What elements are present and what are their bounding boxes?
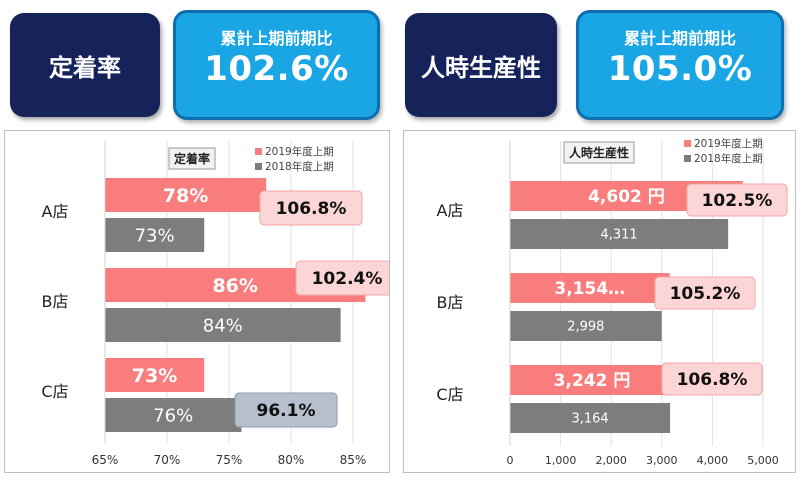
category-label: B店 [437,293,464,312]
chart-panel-productivity: 0 1,000 2,000 3,000 4,000 5,000 人時生産性 2019年度上期 2… [403,130,796,473]
kpi-value: 102.6% [204,49,349,89]
category-label: A店 [437,201,464,220]
x-tick-label: 75% [216,453,243,467]
x-tick-label: 85% [340,453,367,467]
kpi-box-productivity: 累計上期前期比 105.0% [576,10,784,120]
legend-swatch [684,140,691,147]
x-tick-label: 65% [92,453,119,467]
legend-label: 2019年度上期 [694,137,763,150]
ratio-callout [654,276,756,310]
data-label-2018: 73% [135,225,175,246]
data-label-2018: 76% [153,405,193,426]
ratio-label: 106.8% [677,370,748,390]
ratio-callout [259,190,363,226]
bar-2019 [510,365,675,395]
legend-swatch [255,163,262,170]
bar-2018 [510,311,662,341]
chart-panel-retention: 65% 70% 75% 80% 85% 定着率 2019年度上期 2018年度上期 A店 78% 7… [4,130,399,473]
data-label-2019: 3,154… [554,279,625,299]
legend-label: 2018年度上期 [694,152,763,165]
retention-chart: 65% 70% 75% 80% 85% 定着率 2019年度上期 2018年度上期 A店 78% 7… [41,141,399,467]
legend-label: 2019年度上期 [265,145,334,158]
data-label-2019: 4,602 円 [588,187,665,207]
ratio-callout [661,362,763,396]
category-label: A店 [42,202,69,221]
x-tick-label: 3,000 [646,454,678,467]
chart-title: 人時生産性 [569,145,629,160]
ratio-label: 106.8% [276,199,347,219]
data-label-2019: 78% [163,185,208,207]
kpi-box-retention: 累計上期前期比 102.6% [173,10,380,120]
bar-2018 [105,308,341,342]
bar-2018 [510,403,671,433]
kpi-label-text: 人時生産性 [421,53,541,82]
legend-label: 2018年度上期 [265,160,334,173]
legend-swatch [684,155,691,162]
x-tick-label: 80% [278,453,305,467]
category-label: B店 [42,292,69,311]
kpi-value: 105.0% [607,49,753,89]
category-label: C店 [41,382,68,401]
x-tick-label: 70% [154,453,181,467]
x-tick-label: 2,000 [595,454,627,467]
data-label-2018: 84% [203,315,243,336]
chart-title-box [563,141,635,164]
legend-swatch [255,148,262,155]
data-label-2018: 2,998 [567,320,604,335]
ratio-label: 96.1% [257,401,316,421]
kpi-label-productivity: 人時生産性 [405,13,557,117]
data-label-2019: 3,242 円 [554,371,631,391]
bar-2019 [510,273,670,303]
category-label: C店 [436,385,463,404]
kpi-caption: 累計上期前期比 [623,29,736,48]
bar-2018 [510,219,729,249]
bar-2018 [105,398,242,432]
bar-2019 [105,358,205,392]
productivity-chart: 0 1,000 2,000 3,000 4,000 5,000 人時生産性 2019年度上期 2… [436,137,788,467]
data-label-2019: 73% [132,365,177,387]
x-tick-label: 1,000 [545,454,577,467]
kpi-caption: 累計上期前期比 [220,29,333,48]
ratio-label: 102.4% [312,269,383,289]
chart-title-box [168,147,216,170]
ratio-label: 105.2% [670,284,741,304]
x-tick-label: 0 [507,454,514,467]
data-label-2019: 86% [212,275,257,297]
x-tick-label: 5,000 [747,454,779,467]
kpi-label-retention: 定着率 [10,13,160,117]
bar-2019 [105,178,267,212]
data-label-2018: 4,311 [600,228,637,243]
ratio-label: 102.5% [702,191,773,211]
chart-title: 定着率 [174,151,210,166]
kpi-label-text: 定着率 [49,53,121,82]
x-tick-label: 4,000 [697,454,729,467]
ratio-callout [686,183,788,217]
ratio-callout [234,392,338,428]
data-label-2018: 3,164 [571,412,608,427]
bar-2018 [105,218,205,252]
